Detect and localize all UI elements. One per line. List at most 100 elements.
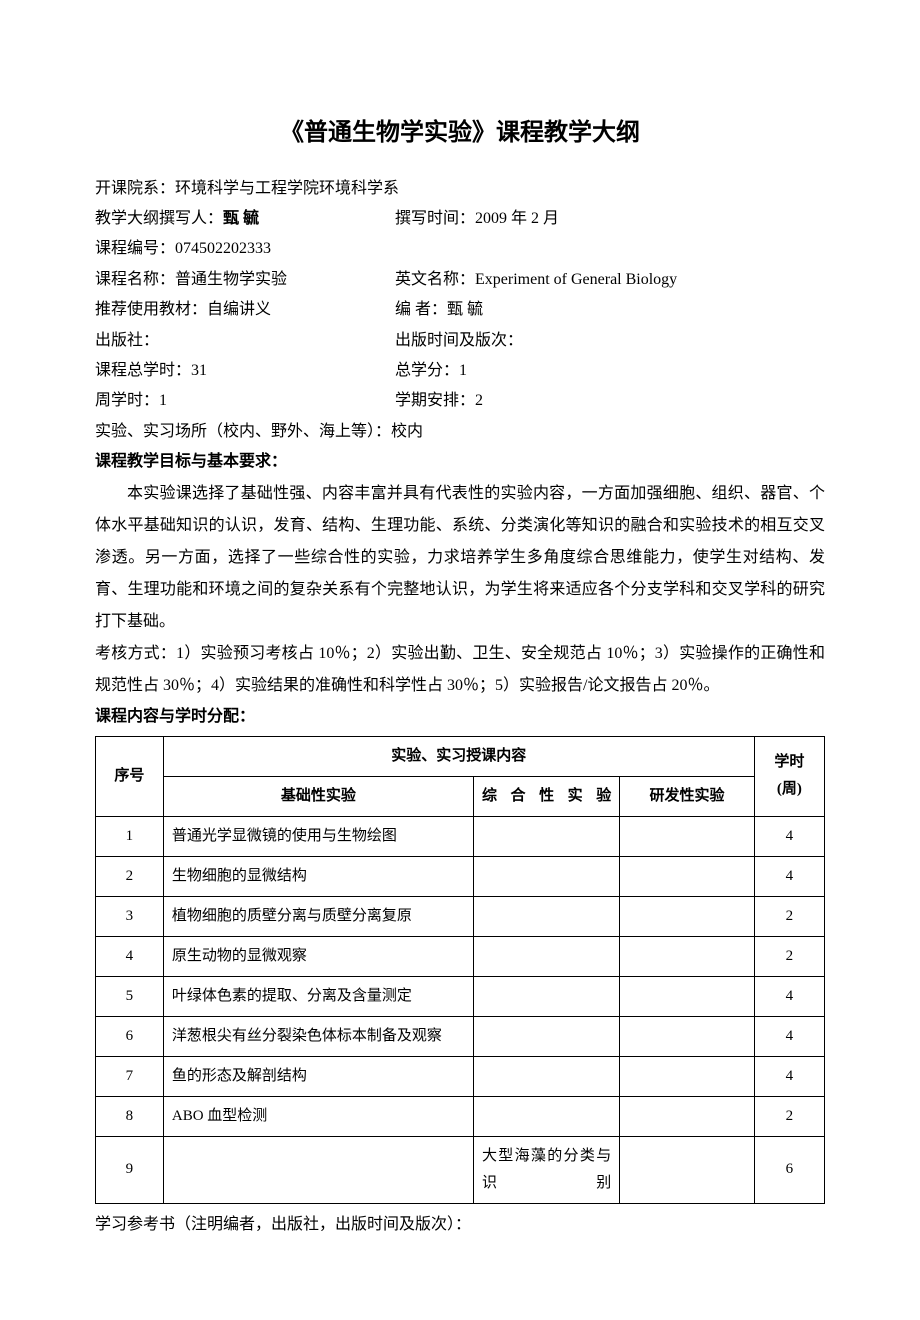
cell-num: 6	[96, 1016, 164, 1056]
cell-hours: 4	[754, 1056, 824, 1096]
cell-hours: 4	[754, 816, 824, 856]
total-hours-value: 31	[191, 362, 207, 379]
date-label: 撰写时间：	[395, 210, 475, 227]
cell-development	[620, 856, 755, 896]
info-publisher: 出版社： 出版时间及版次：	[95, 326, 825, 356]
table-row: 1普通光学显微镜的使用与生物绘图 4	[96, 816, 825, 856]
header-hours: 学时(周)	[754, 736, 824, 816]
textbook-label: 推荐使用教材：	[95, 301, 207, 318]
table-row: 3植物细胞的质壁分离与质壁分离复原 2	[96, 896, 825, 936]
cell-comprehensive	[473, 816, 619, 856]
cell-hours: 2	[754, 1096, 824, 1136]
table-row: 8ABO 血型检测 2	[96, 1096, 825, 1136]
cell-comprehensive: 大型海藻的分类与识别	[473, 1136, 619, 1203]
cell-basic: 原生动物的显微观察	[163, 936, 473, 976]
references-heading: 学习参考书（注明编者，出版社，出版时间及版次）：	[95, 1210, 825, 1240]
table-row: 4原生动物的显微观察 2	[96, 936, 825, 976]
pub-time-label: 出版时间及版次：	[395, 332, 523, 349]
cell-basic	[163, 1136, 473, 1203]
cell-development	[620, 896, 755, 936]
table-row: 9 大型海藻的分类与识别 6	[96, 1136, 825, 1203]
table-row: 6洋葱根尖有丝分裂染色体标本制备及观察 4	[96, 1016, 825, 1056]
english-name-label: 英文名称：	[395, 271, 475, 288]
info-author-date: 教学大纲撰写人：甄 毓 撰写时间：2009 年 2 月	[95, 204, 825, 234]
english-name-value: Experiment of General Biology	[475, 271, 677, 288]
cell-development	[620, 976, 755, 1016]
header-basic: 基础性实验	[163, 776, 473, 816]
cell-hours: 4	[754, 1016, 824, 1056]
cell-hours: 4	[754, 976, 824, 1016]
cell-comprehensive	[473, 936, 619, 976]
cell-hours: 6	[754, 1136, 824, 1203]
total-credits-value: 1	[459, 362, 467, 379]
weekly-hours-value: 1	[159, 392, 167, 409]
info-location: 实验、实习场所（校内、野外、海上等）：校内	[95, 417, 825, 447]
cell-basic: 生物细胞的显微结构	[163, 856, 473, 896]
cell-comprehensive	[473, 976, 619, 1016]
header-num: 序号	[96, 736, 164, 816]
total-hours-label: 课程总学时：	[95, 362, 191, 379]
cell-development	[620, 816, 755, 856]
cell-num: 5	[96, 976, 164, 1016]
table-row: 5叶绿体色素的提取、分离及含量测定 4	[96, 976, 825, 1016]
cell-num: 9	[96, 1136, 164, 1203]
info-department: 开课院系：环境科学与工程学院环境科学系	[95, 174, 825, 204]
course-code-value: 074502202333	[175, 234, 271, 264]
cell-development	[620, 1136, 755, 1203]
author-label: 教学大纲撰写人：	[95, 210, 223, 227]
cell-num: 3	[96, 896, 164, 936]
cell-comprehensive	[473, 896, 619, 936]
department-label: 开课院系：	[95, 174, 175, 204]
textbook-value: 自编讲义	[207, 301, 271, 318]
editor-value: 甄 毓	[447, 301, 483, 318]
info-total-hours: 课程总学时：31 总学分：1	[95, 356, 825, 386]
table-row: 7鱼的形态及解剖结构4	[96, 1056, 825, 1096]
cell-development	[620, 1056, 755, 1096]
cell-basic: 普通光学显微镜的使用与生物绘图	[163, 816, 473, 856]
page-title: 《普通生物学实验》课程教学大纲	[95, 110, 825, 156]
cell-comprehensive	[473, 1056, 619, 1096]
cell-num: 4	[96, 936, 164, 976]
cell-development	[620, 936, 755, 976]
cell-development	[620, 1016, 755, 1056]
cell-comprehensive	[473, 856, 619, 896]
cell-comprehensive	[473, 1096, 619, 1136]
publisher-label: 出版社：	[95, 332, 159, 349]
cell-basic: 洋葱根尖有丝分裂染色体标本制备及观察	[163, 1016, 473, 1056]
assessment-text: 考核方式：1）实验预习考核占 10％；2）实验出勤、卫生、安全规范占 10％；3…	[95, 638, 825, 702]
editor-label: 编 者：	[395, 301, 447, 318]
header-comprehensive: 综合性实验	[473, 776, 619, 816]
date-value: 2009 年 2 月	[475, 210, 559, 227]
location-value: 校内	[391, 417, 423, 447]
info-textbook: 推荐使用教材：自编讲义 编 者：甄 毓	[95, 295, 825, 325]
info-course-code: 课程编号：074502202333	[95, 234, 825, 264]
content-schedule-heading: 课程内容与学时分配：	[95, 702, 825, 732]
semester-label: 学期安排：	[395, 392, 475, 409]
author-value: 甄 毓	[223, 210, 259, 227]
cell-comprehensive	[473, 1016, 619, 1056]
weekly-hours-label: 周学时：	[95, 392, 159, 409]
cell-basic: 叶绿体色素的提取、分离及含量测定	[163, 976, 473, 1016]
semester-value: 2	[475, 392, 483, 409]
cell-basic: 植物细胞的质壁分离与质壁分离复原	[163, 896, 473, 936]
cell-hours: 2	[754, 936, 824, 976]
total-credits-label: 总学分：	[395, 362, 459, 379]
header-content: 实验、实习授课内容	[163, 736, 754, 776]
cell-basic: ABO 血型检测	[163, 1096, 473, 1136]
course-name-value: 普通生物学实验	[175, 271, 287, 288]
schedule-table: 序号 实验、实习授课内容 学时(周) 基础性实验 综合性实验 研发性实验 1普通…	[95, 736, 825, 1204]
info-weekly-hours: 周学时：1 学期安排：2	[95, 386, 825, 416]
cell-development	[620, 1096, 755, 1136]
cell-hours: 4	[754, 856, 824, 896]
objectives-text: 本实验课选择了基础性强、内容丰富并具有代表性的实验内容，一方面加强细胞、组织、器…	[95, 478, 825, 638]
course-name-label: 课程名称：	[95, 271, 175, 288]
department-value: 环境科学与工程学院环境科学系	[175, 174, 399, 204]
cell-num: 1	[96, 816, 164, 856]
info-course-name: 课程名称：普通生物学实验 英文名称：Experiment of General …	[95, 265, 825, 295]
table-row: 2生物细胞的显微结构 4	[96, 856, 825, 896]
cell-num: 8	[96, 1096, 164, 1136]
header-development: 研发性实验	[620, 776, 755, 816]
cell-num: 2	[96, 856, 164, 896]
cell-hours: 2	[754, 896, 824, 936]
course-code-label: 课程编号：	[95, 234, 175, 264]
